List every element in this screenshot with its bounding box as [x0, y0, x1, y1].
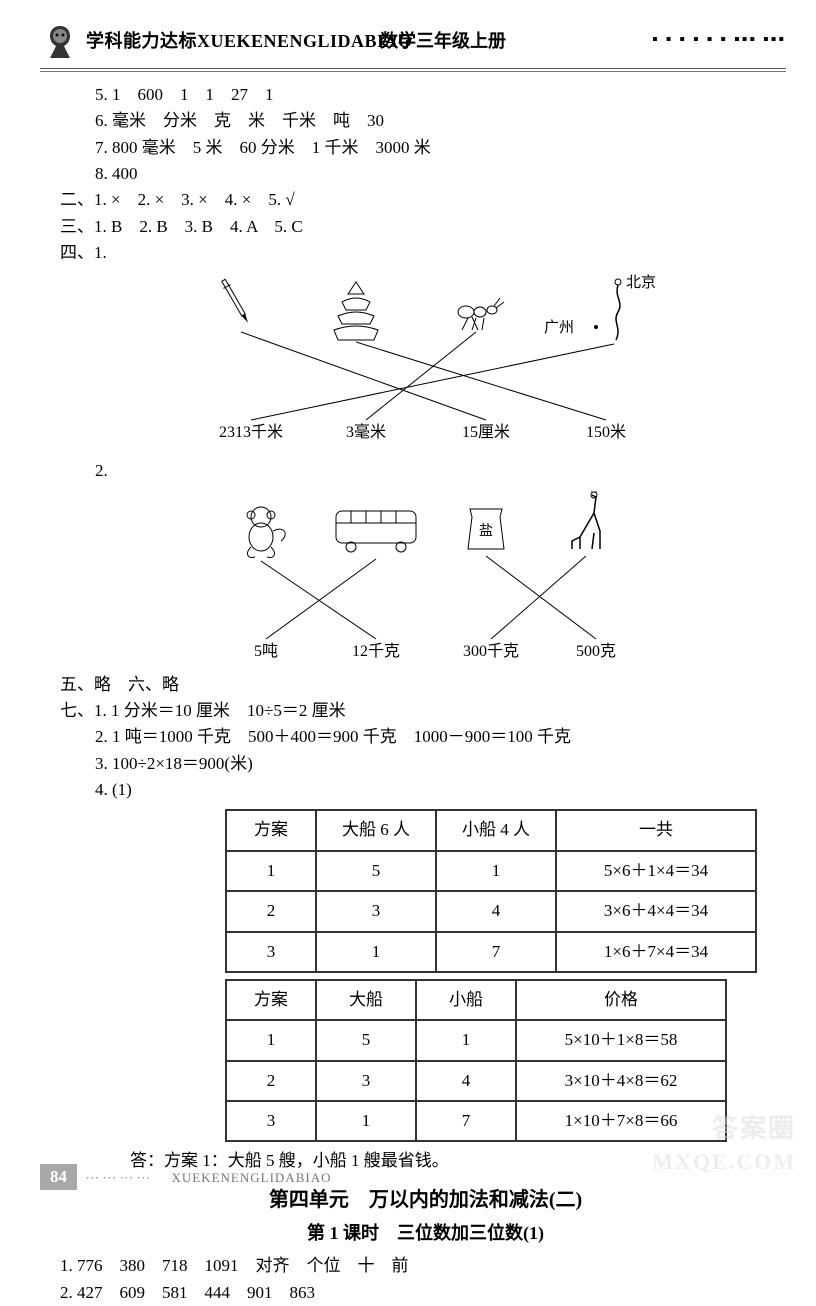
table-row: 2343×10＋4×8＝62: [226, 1061, 726, 1101]
table-cell: 4: [416, 1061, 516, 1101]
matching-diagram-1: 北京 广州 2313千米 3毫米 15厘米 150米: [166, 272, 686, 452]
pagoda-icon: [334, 282, 378, 340]
section-3: 三、1. B 2. B 3. B 4. A 5. C: [60, 214, 756, 240]
header-title: 学科能力达标XUEKENENGLIDABIAO: [86, 27, 413, 53]
match1-bottom-1: 3毫米: [345, 422, 385, 441]
table-cell: 3: [316, 1061, 416, 1101]
match1-bottom-0: 2313千米: [218, 423, 282, 441]
table-cell: 1×6＋7×4＝34: [556, 932, 756, 972]
match1-bottom-2: 15厘米: [461, 423, 509, 441]
table-cell: 3: [226, 1101, 316, 1141]
table-cell: 1: [416, 1020, 516, 1060]
section-7-1: 七、1. 1 分米＝10 厘米 10÷5＝2 厘米: [60, 698, 756, 724]
ant-icon: [458, 298, 504, 330]
table-cell: 3: [316, 891, 436, 931]
table-cell: 5: [316, 1020, 416, 1060]
header-decor: ▪ ▪ ▪ ▪ ▪ ▪ ▪▪▪ ▪▪▪: [652, 31, 786, 49]
watermark-1: 答案圈: [712, 1108, 796, 1145]
matching-diagram-2: 盐 5吨 12千克 300千克 500克: [186, 491, 666, 666]
table-cell: 7: [436, 932, 556, 972]
table-cell: 1: [226, 851, 316, 891]
map-route-icon: 北京 广州: [543, 274, 655, 340]
page-content: 5. 1 600 1 1 27 1 6. 毫米 分米 克 米 千米 吨 30 7…: [0, 72, 816, 1306]
table-cell: 3×10＋4×8＝62: [516, 1061, 726, 1101]
table-boats-price: 方案大船小船价格1515×10＋1×8＝582343×10＋4×8＝623171…: [225, 979, 727, 1142]
line-5: 5. 1 600 1 1 27 1: [95, 82, 756, 108]
table-cell: 5×6＋1×4＝34: [556, 851, 756, 891]
pen-icon: [220, 279, 251, 325]
table2-header: 方案: [226, 980, 316, 1020]
section-4-2: 2.: [95, 458, 756, 484]
avatar-icon: [40, 20, 80, 60]
section-7-4: 4. (1): [95, 777, 756, 803]
table-row: 3171×10＋7×8＝66: [226, 1101, 726, 1141]
page-number: 84: [40, 1164, 77, 1190]
header-subject: 数学三年级上册: [380, 27, 506, 53]
bus-icon: [336, 511, 416, 552]
footer-label: XUEKENENGLIDABIAO: [172, 1170, 332, 1185]
match2-bottom-3: 500克: [575, 642, 615, 660]
table1-header: 一共: [556, 810, 756, 850]
line-6: 6. 毫米 分米 克 米 千米 吨 30: [95, 108, 756, 134]
giraffe-icon: [572, 491, 600, 549]
watermark-2: MXQE.COM: [652, 1149, 796, 1175]
match2-bottom-1: 12千克: [351, 642, 399, 660]
table2-header: 价格: [516, 980, 726, 1020]
match2-bottom-0: 5吨: [253, 642, 277, 660]
page-header: 学科能力达标XUEKENENGLIDABIAO 数学三年级上册 ▪ ▪ ▪ ▪ …: [0, 0, 816, 66]
label-guangzhou: 广州: [543, 319, 573, 336]
table-cell: 1: [316, 1101, 416, 1141]
table-row: 1515×6＋1×4＝34: [226, 851, 756, 891]
table-cell: 1: [436, 851, 556, 891]
line-7: 7. 800 毫米 5 米 60 分米 1 千米 3000 米: [95, 135, 756, 161]
table-cell: 4: [436, 891, 556, 931]
label-beijing: 北京: [626, 274, 656, 291]
salt-label: 盐: [479, 523, 493, 539]
table-cell: 5×10＋1×8＝58: [516, 1020, 726, 1060]
monkey-icon: [247, 507, 285, 557]
table-cell: 3: [226, 932, 316, 972]
table-cell: 1×10＋7×8＝66: [516, 1101, 726, 1141]
line-8: 8. 400: [95, 161, 756, 187]
table-row: 2343×6＋4×4＝34: [226, 891, 756, 931]
table1-header: 方案: [226, 810, 316, 850]
section-4-1: 四、1.: [60, 240, 756, 266]
table-cell: 5: [316, 851, 436, 891]
table-cell: 3×6＋4×4＝34: [556, 891, 756, 931]
table1-header: 大船 6 人: [316, 810, 436, 850]
table-cell: 7: [416, 1101, 516, 1141]
table2-header: 大船: [316, 980, 416, 1020]
table-row: 3171×6＋7×4＝34: [226, 932, 756, 972]
section-7-3: 3. 100÷2×18＝900(米): [95, 751, 756, 777]
lesson-title: 第 1 课时 三位数加三位数(1): [95, 1220, 756, 1248]
table-row: 1515×10＋1×8＝58: [226, 1020, 726, 1060]
table-cell: 1: [226, 1020, 316, 1060]
table-cell: 2: [226, 891, 316, 931]
salt-icon: 盐: [468, 509, 504, 549]
bottom-line-1: 1. 776 380 718 1091 对齐 个位 十 前: [60, 1253, 756, 1279]
table-cell: 2: [226, 1061, 316, 1101]
bottom-line-2: 2. 427 609 581 444 901 863: [60, 1280, 756, 1306]
table-cell: 1: [316, 932, 436, 972]
match2-bottom-2: 300千克: [462, 642, 518, 660]
match1-bottom-3: 150米: [585, 423, 625, 441]
section-5-6: 五、略 六、略: [60, 672, 756, 698]
table1-header: 小船 4 人: [436, 810, 556, 850]
table-boats-people: 方案大船 6 人小船 4 人一共1515×6＋1×4＝342343×6＋4×4＝…: [225, 809, 757, 972]
section-2: 二、1. × 2. × 3. × 4. × 5. √: [60, 187, 756, 213]
section-7-2: 2. 1 吨＝1000 千克 500＋400＝900 千克 1000－900＝1…: [95, 724, 756, 750]
table2-header: 小船: [416, 980, 516, 1020]
